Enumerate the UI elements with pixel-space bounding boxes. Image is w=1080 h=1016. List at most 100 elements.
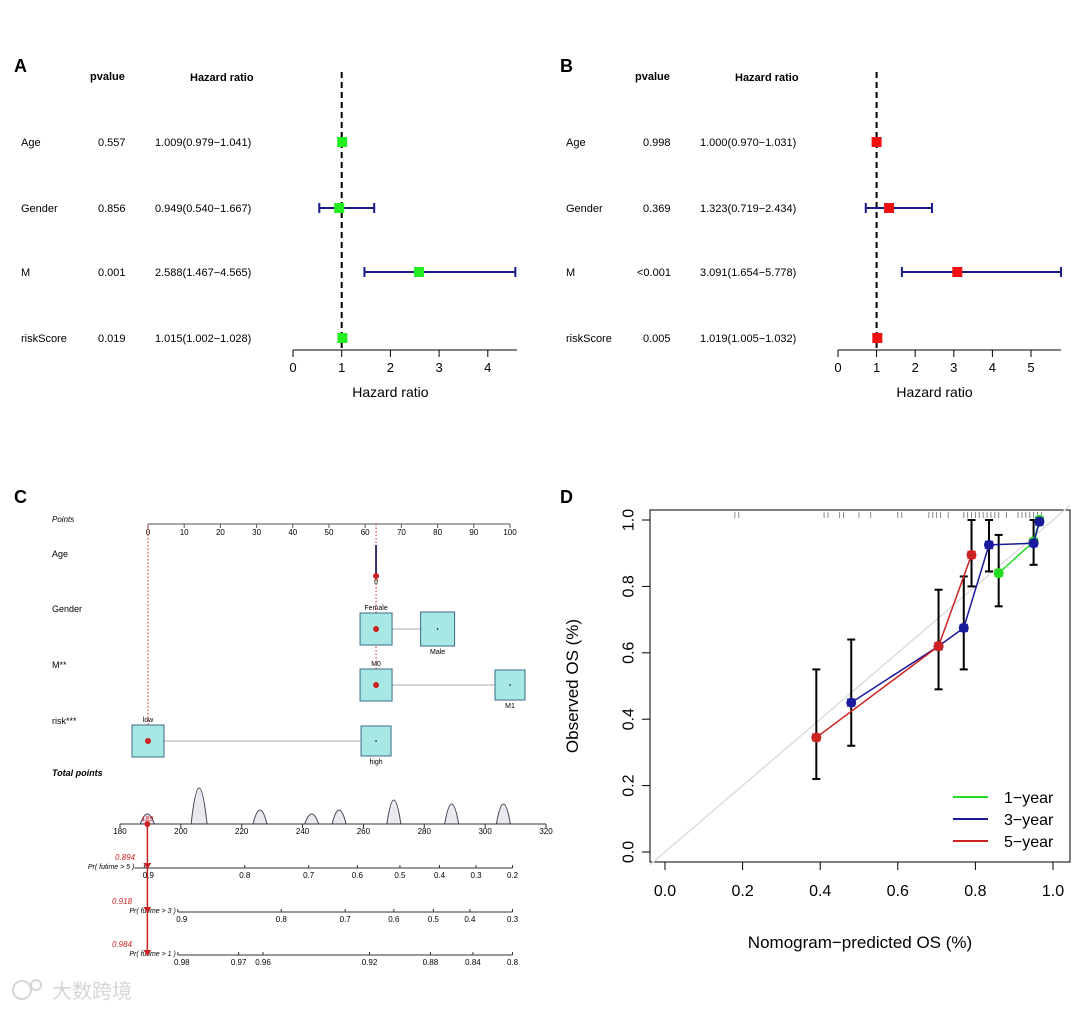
total-tick-label: 320 <box>539 827 553 836</box>
row-hr-text: 2.588(1.467−4.565) <box>155 267 251 279</box>
row-hr-text: 1.000(0.970−1.031) <box>700 137 796 149</box>
x-tick-label: 0.8 <box>964 883 986 900</box>
prob-tick-label: 0.8 <box>507 958 519 967</box>
level-label: Female <box>364 605 387 612</box>
series-cross <box>934 641 943 651</box>
level-label: high <box>369 759 382 766</box>
x-tick-label: 0 <box>834 360 841 375</box>
level-label: Male <box>430 649 445 656</box>
x-tick-label: 0.6 <box>887 883 909 900</box>
prob-tick-label: 0.98 <box>174 958 190 967</box>
points-tick-label: 40 <box>288 528 297 537</box>
y-tick-label: 1.0 <box>621 509 638 531</box>
prob-marker <box>143 907 152 913</box>
row-label: riskScore <box>566 333 612 345</box>
selected-point <box>373 682 380 688</box>
plot-frame <box>649 509 1071 863</box>
density-bump <box>495 803 511 825</box>
row-pvalue: <0.001 <box>637 267 671 279</box>
prob-axis-label: Pr( futime > 3 ) <box>129 908 175 915</box>
variable-label: risk*** <box>52 716 77 726</box>
prob-axis-label: Pr( futime > 1 ) <box>129 951 175 958</box>
points-tick-label: 30 <box>252 528 261 537</box>
row-label: riskScore <box>21 333 67 345</box>
level-label: low <box>143 717 154 724</box>
x-axis-label: Nomogram−predicted OS (%) <box>748 933 972 952</box>
hr-marker <box>872 333 883 343</box>
prob-tick-label: 0.9 <box>143 871 155 880</box>
x-tick-label: 0.0 <box>654 883 676 900</box>
points-tick-label: 80 <box>433 528 442 537</box>
x-tick-label: 3 <box>950 360 957 375</box>
hr-marker <box>952 267 963 277</box>
box-center <box>509 684 511 686</box>
density-bump <box>331 809 347 825</box>
x-tick-label: 1.0 <box>1042 883 1064 900</box>
prob-tick-label: 0.92 <box>362 958 378 967</box>
row-label: M <box>21 267 30 279</box>
x-tick-label: 0.2 <box>731 883 753 900</box>
series-cross <box>1034 517 1044 527</box>
total-tick-label: 260 <box>357 827 371 836</box>
points-label: Points <box>52 515 74 524</box>
total-tick-label: 240 <box>296 827 310 836</box>
prob-tick-label: 0.5 <box>428 915 440 924</box>
variable-label: M** <box>52 660 67 670</box>
prob-value: 0.894 <box>115 853 136 862</box>
prob-tick-label: 0.3 <box>507 915 519 924</box>
legend-label: 1−year <box>1004 790 1054 807</box>
row-pvalue: 0.369 <box>643 203 671 215</box>
y-axis-label: Observed OS (%) <box>563 619 582 753</box>
y-tick-label: 0.6 <box>621 642 638 664</box>
series-line-5−year <box>815 554 973 739</box>
x-tick-label: 1 <box>338 360 345 375</box>
selected-point <box>373 626 380 632</box>
x-axis-label: Hazard ratio <box>352 384 428 400</box>
points-tick-label: 100 <box>503 528 517 537</box>
row-hr-text: 1.009(0.979−1.041) <box>155 137 251 149</box>
x-tick-label: 5 <box>1027 360 1034 375</box>
density-bump <box>190 787 208 825</box>
prob-tick-label: 0.2 <box>507 871 519 880</box>
prob-marker <box>143 950 152 956</box>
total-tick-label: 280 <box>418 827 432 836</box>
row-pvalue: 0.998 <box>643 137 671 149</box>
series-cross <box>846 698 856 708</box>
density-bump <box>303 813 320 825</box>
pvalue-header: pvalue <box>90 71 125 83</box>
points-tick-label: 90 <box>469 528 478 537</box>
prob-marker <box>143 863 152 869</box>
prob-tick-label: 0.8 <box>239 871 251 880</box>
hr-marker <box>414 267 425 277</box>
series-cross <box>811 733 821 742</box>
row-hr-text: 1.323(0.719−2.434) <box>700 203 796 215</box>
total-tick-label: 200 <box>174 827 188 836</box>
selected-point <box>145 738 151 744</box>
row-label: M <box>566 267 575 279</box>
series-cross <box>959 623 969 633</box>
prob-tick-label: 0.5 <box>394 871 406 880</box>
row-pvalue: 0.001 <box>98 267 126 279</box>
prob-tick-label: 0.84 <box>465 958 481 967</box>
total-points-label: Total points <box>52 768 103 778</box>
x-tick-label: 2 <box>387 360 394 375</box>
hr-marker <box>884 203 895 213</box>
row-pvalue: 0.005 <box>643 333 671 345</box>
prob-axis-label: Pr( futime > 5 ) <box>88 864 134 871</box>
selected-point <box>373 573 380 579</box>
panel-a-forest-plot: pvalue Hazard ratio Age 0.557 1.009(0.979−1.… <box>21 71 518 400</box>
svg-text:大数跨境: 大数跨境 <box>52 980 132 1003</box>
x-axis-label: Hazard ratio <box>896 384 972 400</box>
legend-label: 5−year <box>1004 834 1054 851</box>
total-value: 189 <box>142 816 154 823</box>
y-tick-label: 0.2 <box>621 774 638 796</box>
points-tick-label: 70 <box>397 528 406 537</box>
total-tick-label: 300 <box>478 827 492 836</box>
series-cross <box>1029 538 1039 548</box>
y-tick-label: 0.8 <box>621 575 638 597</box>
prob-tick-label: 0.4 <box>464 915 476 924</box>
row-hr-text: 1.019(1.005−1.032) <box>700 333 796 345</box>
x-tick-label: 0.4 <box>809 883 831 900</box>
series-cross <box>967 550 976 560</box>
points-tick-label: 50 <box>325 528 334 537</box>
